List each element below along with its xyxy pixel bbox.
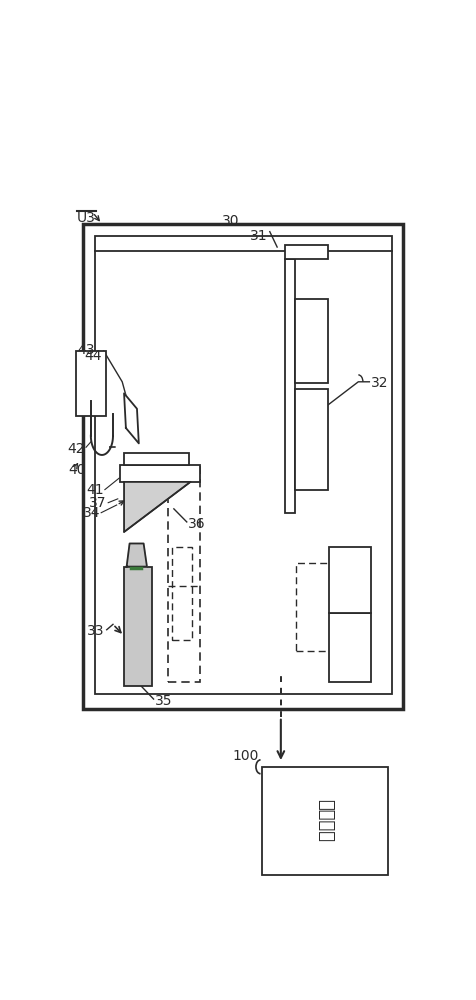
Polygon shape [124, 482, 190, 532]
Bar [295, 299, 328, 383]
Bar [120, 465, 200, 482]
Text: 33: 33 [87, 624, 105, 638]
Bar [285, 245, 328, 259]
Bar [285, 259, 295, 513]
Text: 31: 31 [250, 229, 268, 243]
Bar [329, 613, 371, 682]
Text: 30: 30 [222, 214, 240, 228]
Text: 100: 100 [232, 749, 259, 763]
Polygon shape [124, 393, 139, 443]
Text: 43: 43 [77, 343, 95, 357]
Text: 控制装置: 控制装置 [316, 799, 334, 842]
Bar [296, 563, 334, 651]
Text: 35: 35 [155, 694, 172, 708]
Text: 40: 40 [69, 463, 86, 477]
Bar [295, 389, 328, 490]
Text: 44: 44 [84, 349, 102, 363]
Bar [169, 466, 200, 682]
Text: 37: 37 [89, 496, 106, 510]
Bar [329, 547, 371, 613]
Bar [83, 224, 403, 709]
Text: U3: U3 [77, 211, 96, 225]
Text: 34: 34 [82, 506, 100, 520]
Polygon shape [127, 544, 147, 567]
Bar [124, 453, 188, 465]
Bar [124, 567, 152, 686]
Bar [95, 235, 392, 694]
Bar [262, 767, 388, 875]
Text: 41: 41 [86, 483, 104, 497]
Bar [172, 547, 192, 640]
Text: 42: 42 [67, 442, 85, 456]
Bar [76, 351, 106, 416]
Text: 32: 32 [371, 376, 389, 390]
Text: 36: 36 [188, 517, 206, 531]
